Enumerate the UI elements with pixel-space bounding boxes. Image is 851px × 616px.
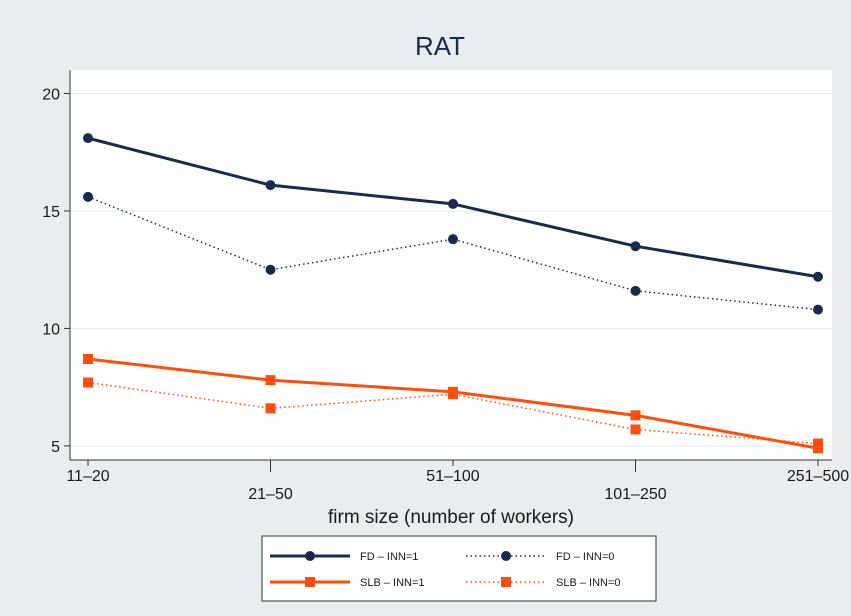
x-tick-label: 11–20 [66,468,109,485]
legend-marker [501,577,511,587]
data-point [630,410,641,421]
legend-entry: SLB – INN=1 [270,577,425,589]
data-point [630,424,641,435]
y-tick-label: 20 [42,86,60,103]
data-point [83,377,93,388]
legend-marker [501,551,511,561]
chart-title: RAT [415,31,465,61]
y-tick-label: 10 [42,321,60,338]
x-tick-label: 101–250 [604,486,666,503]
legend-entry: SLB – INN=0 [466,577,621,589]
legend-box [261,535,657,602]
legend-marker [305,577,315,587]
data-point [265,375,276,386]
plot-area [70,70,832,460]
legend-label: FD – INN=0 [556,551,614,563]
axis-layer: 5 10 15 20 11–20 21–50 51–100 101–250 251–500 [42,70,849,503]
series-1 [83,191,823,315]
legend-label: FD – INN=1 [360,551,418,563]
x-axis-label: firm size (number of workers) [328,507,574,528]
y-tick-label: 15 [42,204,60,221]
grid-layer [70,92,832,447]
x-tick-label: 21–50 [248,486,293,503]
legend-label: SLB – INN=1 [360,577,425,589]
data-point [630,241,641,252]
x-tick-label: 251–500 [787,468,849,485]
data-point [83,191,93,202]
x-tick-label: 51–100 [426,468,479,485]
data-point [630,285,641,296]
legend-label: SLB – INN=0 [556,577,621,589]
legend: FD – INN=1 FD – INN=0 SLB – INN=1 SLB – INN… [261,535,657,602]
series-layer [83,133,823,454]
data-point [813,438,823,449]
legend-entry: FD – INN=1 [270,551,418,563]
data-point [265,403,276,414]
series-0 [83,133,823,282]
data-point [265,264,276,275]
data-point [813,304,823,315]
data-point [448,234,458,245]
legend-entry: FD – INN=0 [466,551,614,563]
series-3 [83,377,823,449]
data-point [448,389,458,400]
data-point [83,133,93,144]
series-line [87,196,819,311]
y-tick-label: 5 [51,439,60,456]
data-point [265,180,276,191]
data-point [448,198,458,209]
series-line [87,381,819,445]
legend-marker [305,551,315,561]
data-point [813,271,823,282]
data-point [83,353,93,364]
